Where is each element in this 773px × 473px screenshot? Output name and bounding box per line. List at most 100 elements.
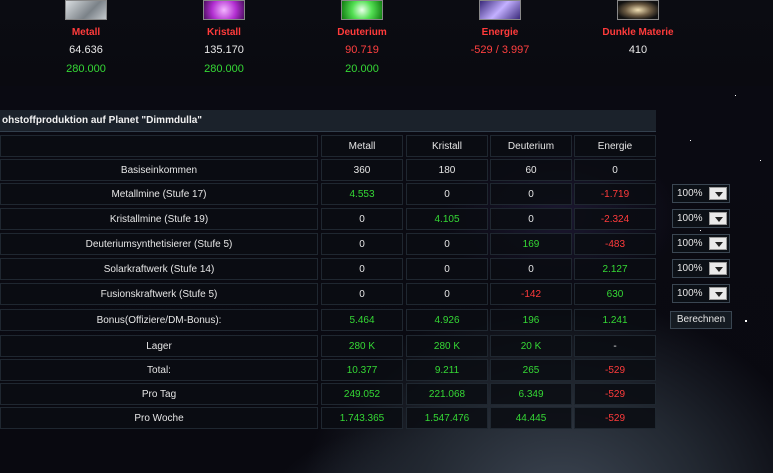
resource-capacity: 280.000	[66, 63, 106, 75]
calculate-button[interactable]: Berechnen	[670, 311, 732, 329]
percent-value: 100%	[677, 238, 703, 249]
row-label: Fusionskraftwerk (Stufe 5)	[0, 283, 318, 305]
kristall-value: 4.105	[406, 208, 488, 230]
kristall-value: 1.547.476	[406, 407, 488, 429]
deuterium-value: -142	[490, 283, 572, 305]
metall-value: 0	[321, 283, 403, 305]
energie-value: 1.241	[574, 309, 656, 331]
column-header: Energie	[574, 135, 656, 157]
energie-value: -529	[574, 383, 656, 405]
kristall-value: 4.926	[406, 309, 488, 331]
percent-value: 100%	[677, 213, 703, 224]
row-label: Kristallmine (Stufe 19)	[0, 208, 318, 230]
resource-capacity: 20.000	[345, 63, 379, 75]
header-blank	[0, 135, 318, 157]
percent-value: 100%	[677, 263, 703, 274]
row-label: Pro Woche	[0, 407, 318, 429]
chevron-down-icon[interactable]	[709, 237, 727, 250]
metall-value: 280 K	[321, 335, 403, 357]
energy-icon	[479, 0, 521, 20]
row-label: Bonus(Offiziere/DM-Bonus):	[0, 309, 318, 331]
star	[735, 95, 736, 96]
resource-energie[interactable]: Energie -529 / 3.997	[460, 0, 540, 56]
row-label: Basiseinkommen	[0, 159, 318, 181]
energie-value: 0	[574, 159, 656, 181]
deuterium-value: 44.445	[490, 407, 572, 429]
energie-value: -2.324	[574, 208, 656, 230]
deuterium-value: 0	[490, 258, 572, 280]
production-percent-select[interactable]: 100%	[672, 209, 730, 228]
energie-value: -529	[574, 359, 656, 381]
kristall-value: 0	[406, 283, 488, 305]
deuterium-icon	[341, 0, 383, 20]
resource-deuterium[interactable]: Deuterium 90.719 20.000	[322, 0, 402, 75]
energie-value: -1.719	[574, 183, 656, 205]
resource-capacity: 280.000	[204, 63, 244, 75]
star	[700, 230, 701, 231]
kristall-value: 9.211	[406, 359, 488, 381]
metall-value: 249.052	[321, 383, 403, 405]
resource-amount: 90.719	[345, 44, 379, 56]
production-title: ohstoffproduktion auf Planet "Dimmdulla"	[0, 110, 656, 132]
kristall-value: 280 K	[406, 335, 488, 357]
deuterium-value: 60	[490, 159, 572, 181]
resource-amount: 64.636	[69, 44, 103, 56]
row-label: Pro Tag	[0, 383, 318, 405]
deuterium-value: 265	[490, 359, 572, 381]
crystal-icon	[203, 0, 245, 20]
resource-name: Metall	[71, 27, 101, 38]
deuterium-value: 0	[490, 208, 572, 230]
row-label: Metallmine (Stufe 17)	[0, 183, 318, 205]
column-header: Metall	[321, 135, 403, 157]
row-label: Total:	[0, 359, 318, 381]
metall-value: 5.464	[321, 309, 403, 331]
row-label: Deuteriumsynthetisierer (Stufe 5)	[0, 233, 318, 255]
dark-matter-icon	[617, 0, 659, 20]
percent-value: 100%	[677, 288, 703, 299]
deuterium-value: 6.349	[490, 383, 572, 405]
chevron-down-icon[interactable]	[709, 287, 727, 300]
chevron-down-icon[interactable]	[709, 212, 727, 225]
resource-kristall[interactable]: Kristall 135.170 280.000	[184, 0, 264, 75]
production-percent-select[interactable]: 100%	[672, 234, 730, 253]
chevron-down-icon[interactable]	[709, 262, 727, 275]
resource-amount: -529 / 3.997	[470, 44, 530, 56]
resource-name: Deuterium	[337, 27, 387, 38]
energie-value: -529	[574, 407, 656, 429]
metall-value: 4.553	[321, 183, 403, 205]
resource-metall[interactable]: Metall 64.636 280.000	[46, 0, 126, 75]
column-header: Deuterium	[490, 135, 572, 157]
metal-icon	[65, 0, 107, 20]
production-percent-select[interactable]: 100%	[672, 284, 730, 303]
production-percent-select[interactable]: 100%	[672, 259, 730, 278]
row-label: Lager	[0, 335, 318, 357]
resource-dunkle-materie[interactable]: Dunkle Materie 410	[598, 0, 678, 56]
energie-value: -483	[574, 233, 656, 255]
kristall-value: 0	[406, 233, 488, 255]
resource-name: Dunkle Materie	[602, 27, 674, 38]
energie-value: 2.127	[574, 258, 656, 280]
energie-value: -	[574, 335, 656, 357]
kristall-value: 0	[406, 258, 488, 280]
star	[690, 140, 691, 141]
row-label: Solarkraftwerk (Stufe 14)	[0, 258, 318, 280]
kristall-value: 0	[406, 183, 488, 205]
chevron-down-icon[interactable]	[709, 187, 727, 200]
kristall-value: 180	[406, 159, 488, 181]
energie-value: 630	[574, 283, 656, 305]
metall-value: 10.377	[321, 359, 403, 381]
metall-value: 0	[321, 208, 403, 230]
metall-value: 1.743.365	[321, 407, 403, 429]
kristall-value: 221.068	[406, 383, 488, 405]
star	[760, 160, 761, 161]
star	[745, 320, 747, 322]
deuterium-value: 169	[490, 233, 572, 255]
metall-value: 0	[321, 233, 403, 255]
deuterium-value: 196	[490, 309, 572, 331]
metall-value: 360	[321, 159, 403, 181]
deuterium-value: 0	[490, 183, 572, 205]
resource-name: Kristall	[207, 27, 241, 38]
resource-name: Energie	[481, 27, 519, 38]
production-percent-select[interactable]: 100%	[672, 184, 730, 203]
resource-amount: 135.170	[204, 44, 244, 56]
